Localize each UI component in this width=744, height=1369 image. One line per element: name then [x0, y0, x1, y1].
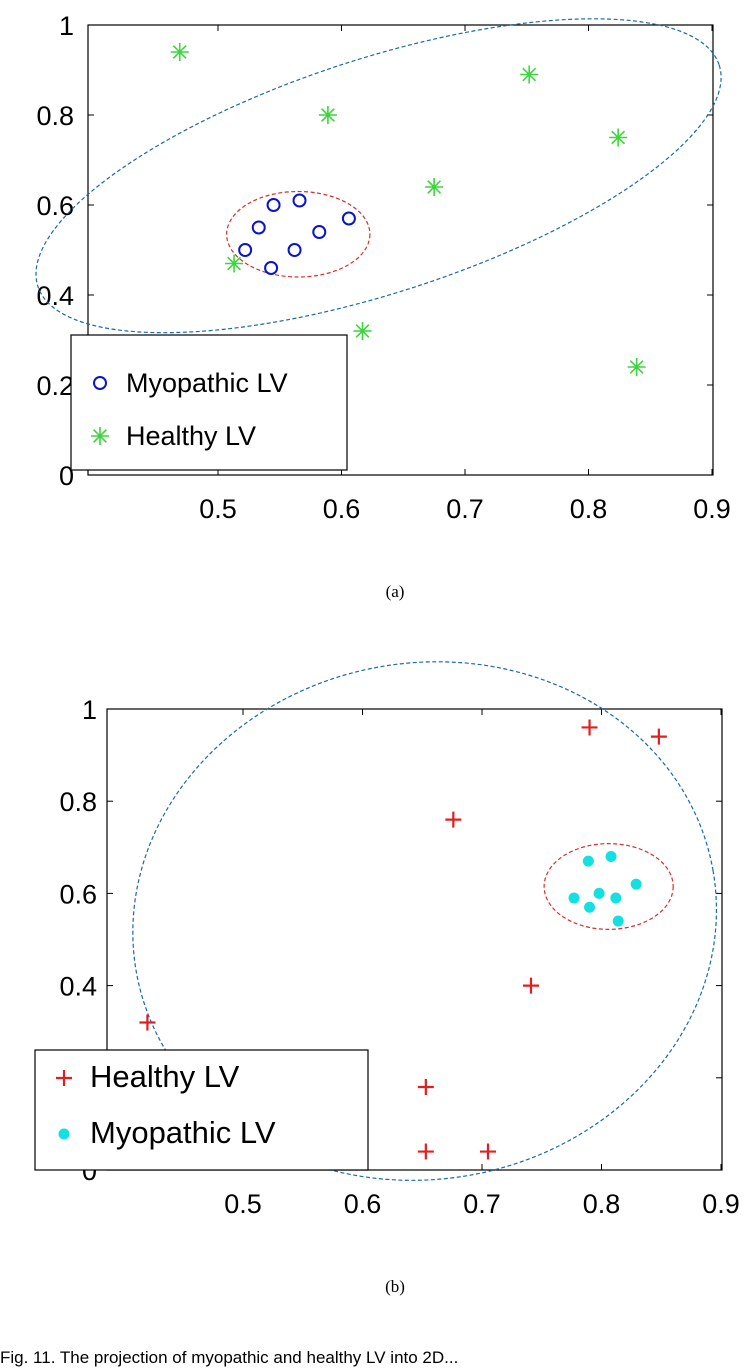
data-point-circle-open	[264, 261, 279, 275]
y-tick-label: 1	[82, 695, 97, 725]
x-tick-label: 0.8	[583, 1189, 621, 1219]
data-point-dot-filled	[605, 851, 617, 863]
legend-marker	[91, 427, 109, 445]
legend-marker	[56, 1070, 72, 1086]
axes-box	[106, 708, 723, 1171]
data-point-dot-filled	[610, 892, 622, 904]
data-point-circle-open	[251, 220, 266, 235]
x-tick-label: 0.8	[570, 494, 608, 524]
axes-box	[87, 24, 714, 476]
y-tick-label: 0.8	[36, 101, 74, 131]
legend-label: Healthy LV	[126, 421, 256, 451]
data-point-dot-filled	[568, 892, 580, 904]
cluster-ellipse-0	[226, 190, 371, 278]
data-point-asterisk	[425, 178, 444, 196]
data-point-dot-filled	[593, 887, 605, 899]
x-tick-label: 0.6	[344, 1189, 382, 1219]
legend-marker	[93, 376, 107, 390]
cluster-ellipse-1	[35, 18, 722, 334]
y-tick-label: 0.4	[36, 281, 74, 311]
y-tick-label: 0.6	[59, 879, 97, 909]
x-tick-label: 0.7	[463, 1189, 501, 1219]
data-point-dot-filled	[630, 878, 642, 890]
legend-label: Myopathic LV	[90, 1115, 276, 1150]
data-point-dot-filled	[582, 855, 594, 867]
caption-b: (b)	[385, 1277, 405, 1296]
x-tick-label: 0.9	[702, 1189, 740, 1219]
legend-label: Myopathic LV	[126, 368, 288, 398]
data-point-asterisk	[170, 43, 189, 61]
data-point-asterisk	[353, 322, 372, 340]
data-point-asterisk	[609, 128, 628, 147]
x-tick-label: 0.7	[446, 494, 484, 524]
data-point-circle-open	[287, 243, 302, 257]
y-tick-label: 1	[59, 11, 74, 41]
data-point-asterisk	[627, 358, 646, 376]
figure-caption: Fig. 11. The projection of myopathic and…	[0, 1348, 458, 1367]
y-tick-label: 0	[59, 461, 74, 491]
data-point-plus	[581, 719, 598, 736]
x-tick-label: 0.5	[224, 1189, 262, 1219]
y-tick-label: 0.6	[36, 191, 74, 221]
data-point-plus	[139, 1014, 156, 1031]
data-point-circle-open	[341, 211, 356, 226]
data-point-plus	[479, 1143, 496, 1160]
data-point-asterisk	[318, 106, 337, 124]
data-point-circle-open	[292, 193, 307, 208]
data-point-asterisk	[225, 254, 244, 273]
legend-label: Healthy LV	[90, 1059, 240, 1094]
y-tick-label: 0.8	[59, 787, 97, 817]
legend-box	[70, 334, 348, 471]
data-point-plus	[417, 1079, 434, 1096]
data-point-asterisk	[520, 65, 539, 84]
cluster-ellipse-0	[543, 843, 674, 930]
chart-a: 0.5 0.6 0.7 0.8 0.9 0 0.2 0.4 0.6 0.8 1 Myopathic L…	[35, 11, 731, 524]
data-point-circle-open	[266, 198, 281, 212]
cluster-ellipse-1	[132, 661, 718, 1181]
legend-box	[34, 1049, 369, 1171]
data-point-plus	[650, 728, 667, 745]
data-point-plus	[417, 1143, 434, 1160]
y-tick-label: 0.4	[59, 972, 97, 1002]
data-point-circle-open	[238, 243, 253, 257]
y-tick-label: 0.2	[36, 371, 74, 401]
data-point-circle-open	[312, 225, 327, 239]
x-tick-label: 0.9	[693, 494, 731, 524]
caption-a: (a)	[386, 582, 405, 601]
data-point-plus	[445, 811, 462, 828]
data-point-dot-filled	[612, 915, 624, 927]
x-tick-label: 0.5	[199, 494, 237, 524]
data-point-dot-filled	[584, 901, 596, 913]
data-point-plus	[522, 977, 539, 994]
legend-marker	[58, 1128, 70, 1140]
x-tick-label: 0.6	[323, 494, 361, 524]
